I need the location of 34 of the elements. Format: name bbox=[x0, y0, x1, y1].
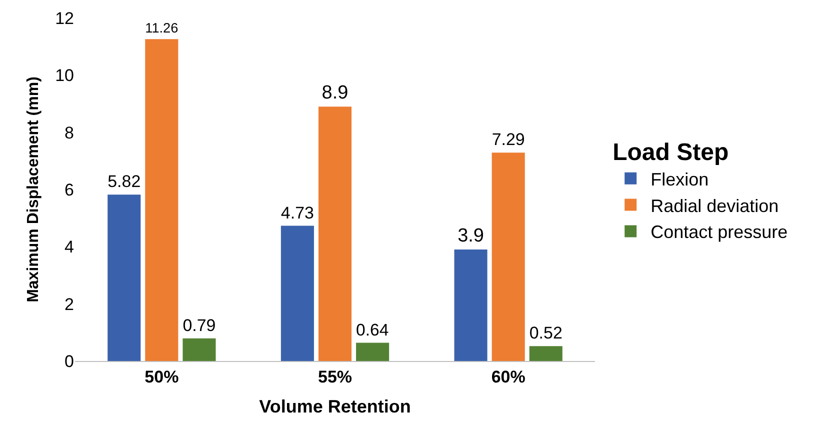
data-label: 3.9 bbox=[458, 226, 484, 247]
x-tick-label: 60% bbox=[491, 367, 526, 386]
data-label: 8.9 bbox=[322, 82, 348, 104]
bar bbox=[356, 342, 390, 361]
bar bbox=[529, 346, 562, 361]
data-label: 5.82 bbox=[108, 172, 141, 192]
y-tick-label: 2 bbox=[64, 294, 74, 314]
data-label: 0.79 bbox=[182, 316, 216, 335]
bar bbox=[108, 194, 141, 361]
y-tick-label: 4 bbox=[64, 238, 74, 257]
legend-title: Load Step bbox=[612, 139, 729, 166]
y-tick-label: 10 bbox=[55, 66, 74, 86]
x-axis-title: Volume Retention bbox=[259, 396, 411, 416]
data-label: 7.29 bbox=[492, 130, 525, 150]
bar bbox=[182, 338, 216, 361]
legend-label: Contact pressure bbox=[650, 222, 788, 242]
y-tick-label: 0 bbox=[64, 352, 74, 371]
x-tick-label: 55% bbox=[318, 367, 352, 386]
data-label: 0.52 bbox=[529, 324, 562, 343]
bar bbox=[454, 250, 488, 361]
y-tick-label: 6 bbox=[64, 180, 74, 200]
bar bbox=[280, 226, 314, 361]
legend-label: Radial deviation bbox=[650, 196, 779, 216]
data-label: 4.73 bbox=[280, 203, 314, 222]
y-tick-label: 8 bbox=[64, 123, 74, 142]
bar bbox=[492, 152, 525, 361]
legend-label: Flexion bbox=[650, 169, 709, 190]
x-tick-label: 50% bbox=[144, 367, 179, 386]
data-label: 11.26 bbox=[145, 20, 178, 36]
bar bbox=[318, 106, 352, 361]
y-axis-title: Maximum Displacement (mm) bbox=[24, 76, 42, 302]
data-label: 0.64 bbox=[356, 320, 389, 340]
bar bbox=[145, 39, 178, 361]
y-tick-label: 12 bbox=[55, 8, 74, 28]
